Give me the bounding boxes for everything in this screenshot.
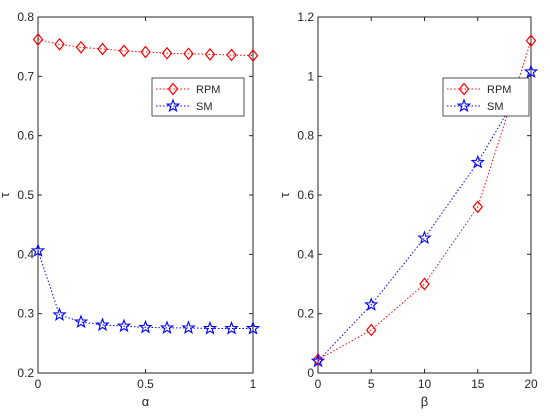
y-tick-label: 0.4 bbox=[17, 247, 34, 261]
legend-marker bbox=[458, 82, 470, 96]
series-sm bbox=[30, 243, 261, 335]
x-tick-label: 5 bbox=[368, 377, 375, 391]
legend-marker bbox=[456, 98, 472, 113]
y-tick-label: 1.2 bbox=[297, 10, 314, 24]
data-point-sm bbox=[202, 320, 218, 335]
data-point-rpm bbox=[140, 45, 151, 59]
plot-area bbox=[37, 16, 254, 374]
y-tick-label: 0.2 bbox=[17, 366, 34, 380]
x-tick-label: 10 bbox=[418, 377, 432, 391]
y-tick-label: 0 bbox=[307, 366, 314, 380]
y-tick-label: 0.4 bbox=[297, 247, 314, 261]
legend-label: SM bbox=[196, 101, 213, 113]
data-point-sm bbox=[470, 154, 485, 169]
data-point-sm bbox=[95, 317, 110, 332]
data-point-rpm bbox=[226, 48, 237, 62]
series-line-sm bbox=[37, 250, 253, 329]
legend: RPM SM bbox=[151, 77, 245, 117]
data-point-rpm bbox=[32, 33, 44, 46]
legend-box bbox=[442, 77, 530, 117]
y-tick-label: 1 bbox=[307, 69, 314, 83]
series-sm bbox=[310, 64, 539, 368]
data-point-rpm bbox=[204, 47, 216, 61]
series-rpm bbox=[32, 33, 259, 63]
data-point-rpm bbox=[97, 42, 108, 56]
y-tick-label: 0.6 bbox=[17, 129, 34, 143]
data-point-rpm bbox=[183, 47, 194, 61]
data-point-sm bbox=[523, 64, 539, 79]
legend-label: SM bbox=[487, 101, 504, 113]
x-tick-label: 1 bbox=[250, 377, 257, 391]
x-tick-label: 20 bbox=[524, 377, 538, 391]
data-point-sm bbox=[159, 320, 175, 335]
legend-label: RPM bbox=[196, 84, 220, 96]
y-axis-label: τ bbox=[0, 192, 12, 198]
series-line-rpm bbox=[37, 39, 254, 57]
data-point-rpm bbox=[54, 37, 65, 51]
data-point-rpm bbox=[118, 44, 130, 58]
data-point-rpm bbox=[525, 34, 537, 48]
y-tick-label: 0.3 bbox=[17, 307, 34, 321]
data-point-sm bbox=[181, 320, 196, 335]
data-point-sm bbox=[245, 320, 261, 335]
data-point-sm bbox=[224, 320, 239, 335]
x-tick-label: 0 bbox=[315, 377, 322, 391]
legend-marker bbox=[165, 98, 181, 113]
data-point-rpm bbox=[75, 40, 87, 54]
data-point-sm bbox=[116, 318, 132, 333]
x-axis-label: α bbox=[142, 394, 150, 409]
data-point-rpm bbox=[419, 277, 430, 291]
data-point-sm bbox=[364, 297, 379, 311]
y-axis-label: τ bbox=[277, 192, 292, 198]
data-point-sm bbox=[310, 353, 326, 368]
left-chart-panel: 0 0.5 1 0.2 0.3 0.4 0.5 0.6 0.7 0.8 α τ RPM SM bbox=[0, 10, 261, 409]
y-tick-label: 0.8 bbox=[297, 129, 314, 143]
data-point-rpm bbox=[161, 46, 173, 60]
data-point-rpm bbox=[472, 200, 484, 214]
legend-box bbox=[151, 77, 245, 117]
data-point-sm bbox=[52, 307, 67, 321]
legend: RPM SM bbox=[442, 77, 530, 117]
right-chart-panel: 0 5 10 15 20 0 0.2 0.4 0.6 0.8 1 1.2 β τ RPM SM bbox=[277, 10, 539, 409]
data-point-sm bbox=[417, 230, 432, 245]
x-tick-label: 0 bbox=[35, 377, 42, 391]
x-tick-label: 15 bbox=[471, 377, 485, 391]
legend-label: RPM bbox=[487, 84, 511, 96]
data-point-rpm bbox=[365, 323, 377, 337]
x-tick-label: 0.5 bbox=[137, 377, 154, 391]
data-point-sm bbox=[30, 243, 46, 257]
legend-marker bbox=[167, 82, 179, 96]
y-tick-label: 0.7 bbox=[17, 69, 34, 83]
plot-area bbox=[317, 16, 532, 374]
data-point-sm bbox=[138, 319, 153, 334]
y-tick-label: 0.8 bbox=[17, 10, 34, 24]
x-axis-label: β bbox=[421, 394, 428, 409]
y-tick-label: 0.6 bbox=[297, 188, 314, 202]
data-point-rpm bbox=[247, 49, 259, 63]
data-point-sm bbox=[73, 314, 89, 329]
y-tick-label: 0.5 bbox=[17, 188, 34, 202]
y-tick-label: 0.2 bbox=[297, 307, 314, 321]
